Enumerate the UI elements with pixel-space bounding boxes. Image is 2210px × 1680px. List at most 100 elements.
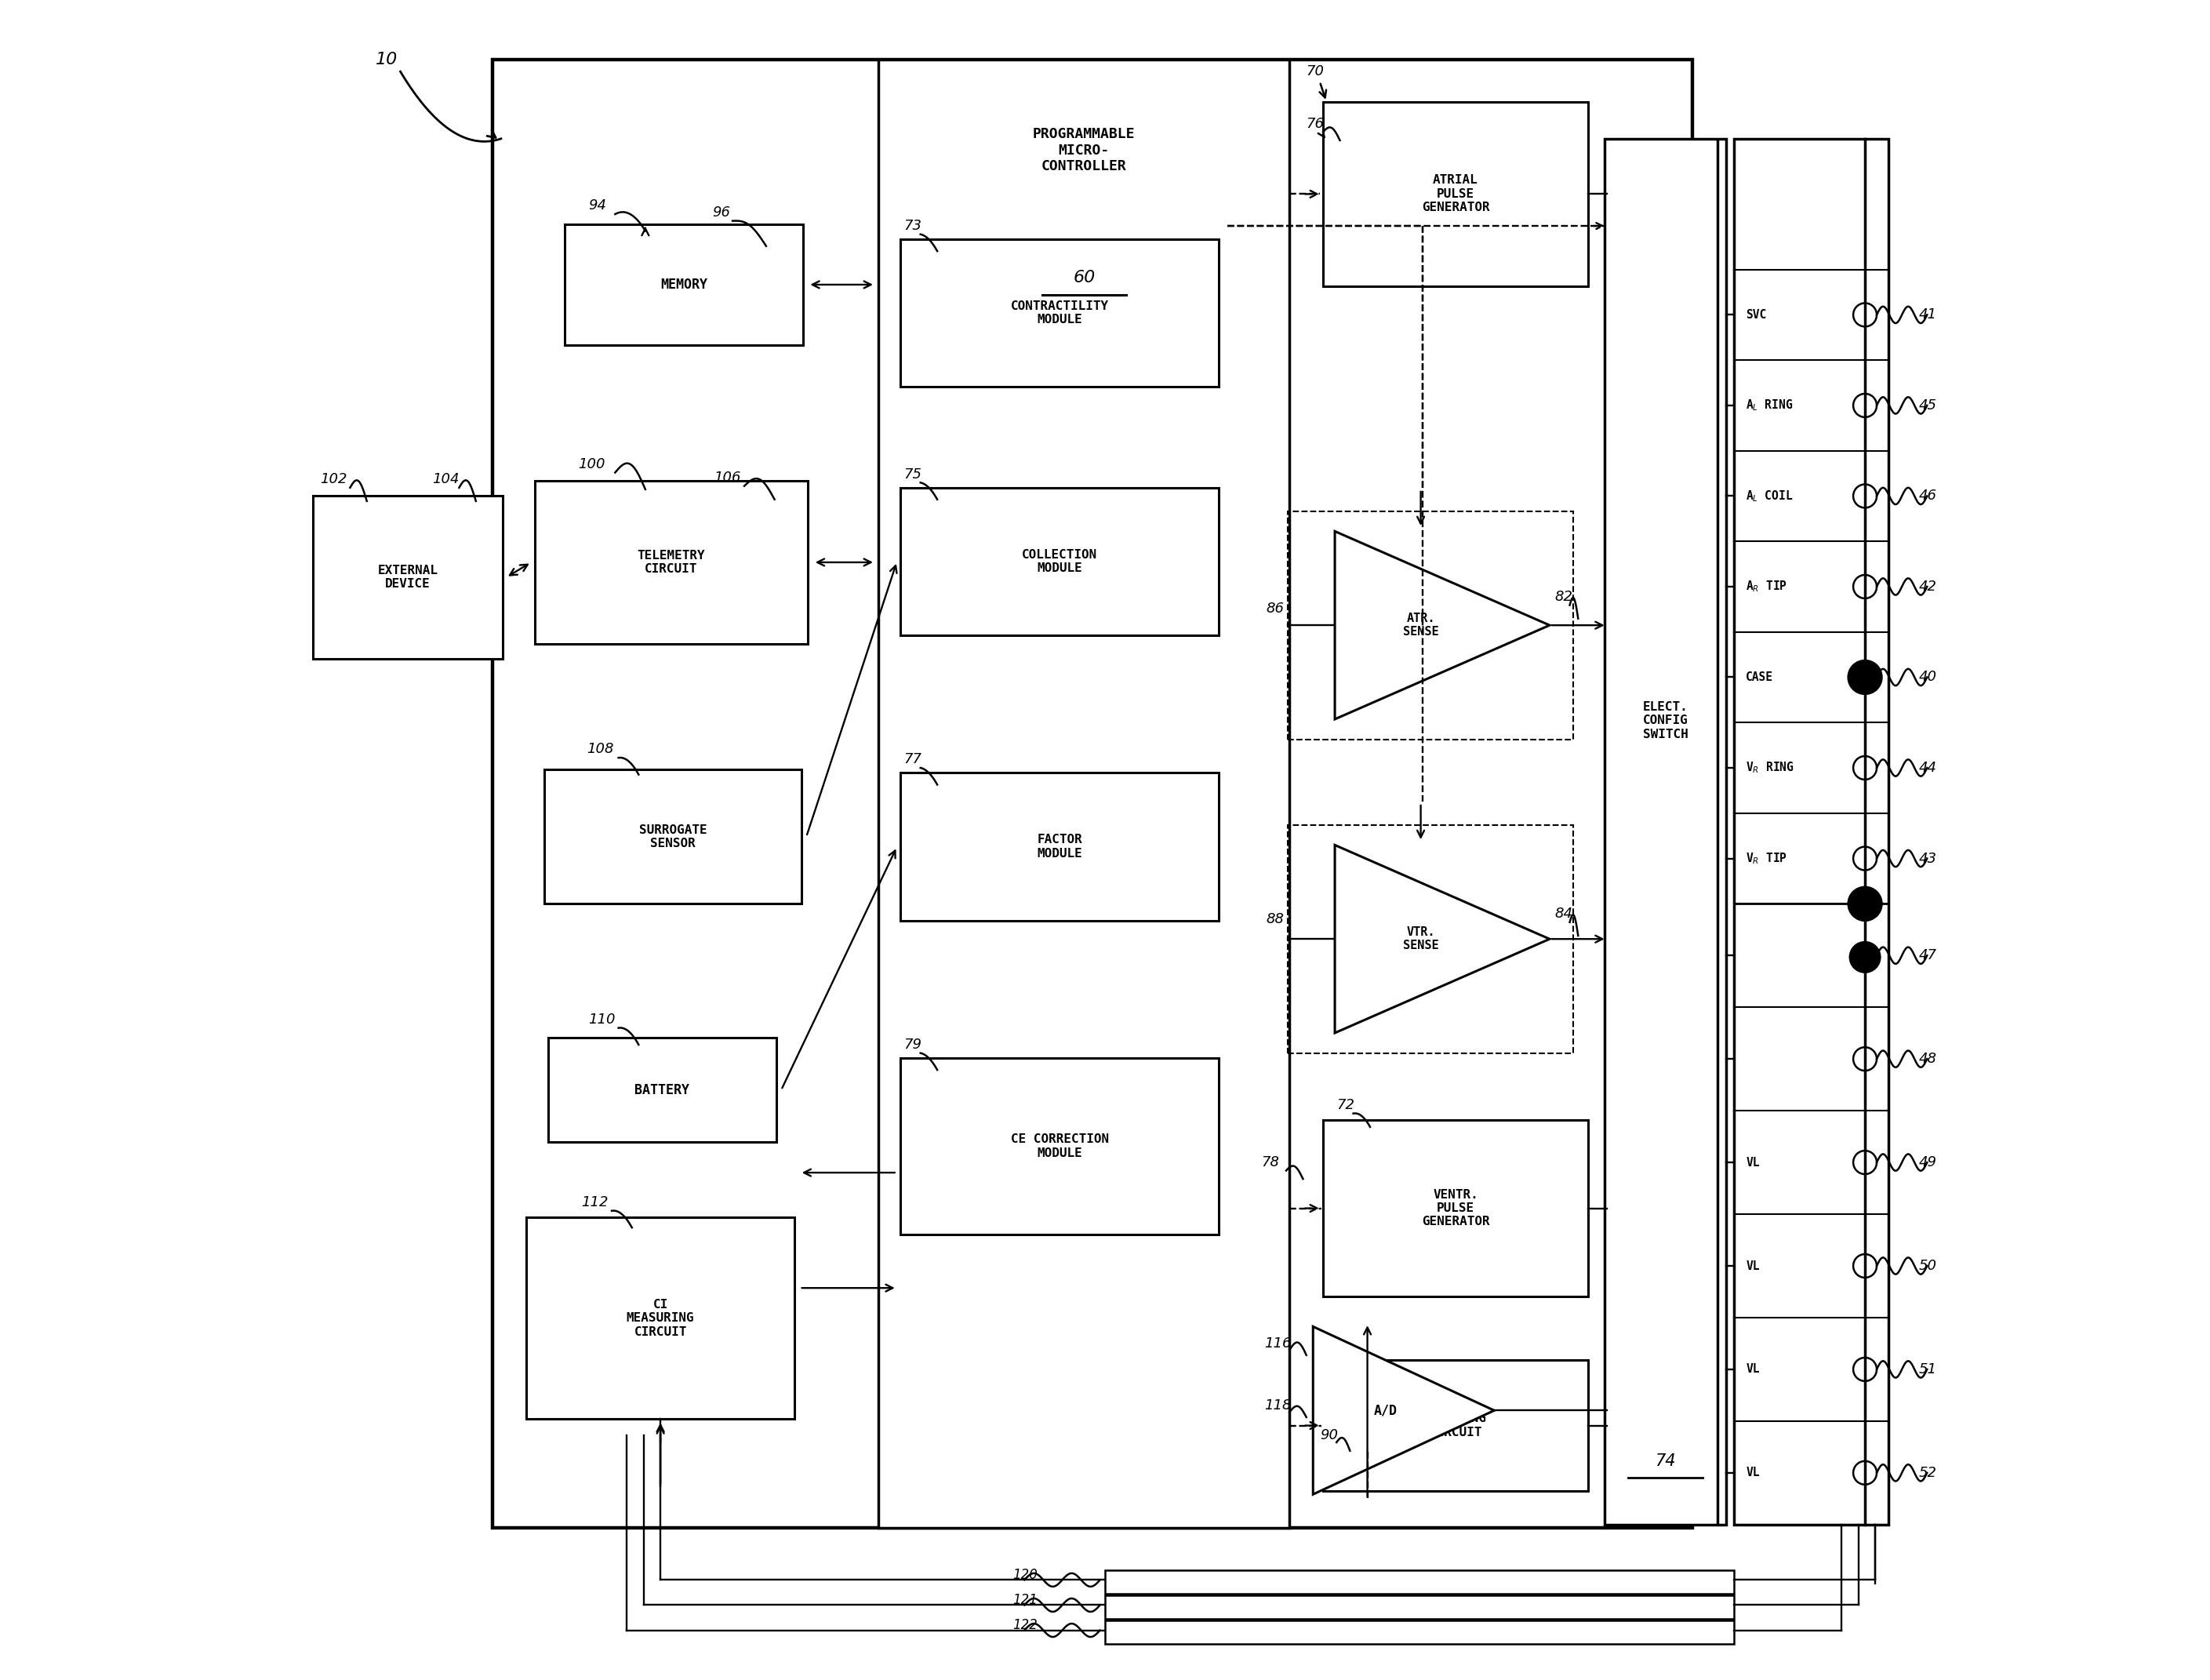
- Bar: [544, 769, 802, 904]
- Circle shape: [1850, 890, 1881, 921]
- Bar: [1288, 825, 1574, 1053]
- Text: 102: 102: [320, 472, 347, 486]
- Text: 51: 51: [1918, 1362, 1936, 1376]
- Text: 43: 43: [1918, 852, 1936, 865]
- Bar: [1324, 1121, 1589, 1297]
- Bar: [899, 487, 1220, 635]
- Text: 100: 100: [579, 457, 606, 470]
- Text: SHOCKING
CIRCUIT: SHOCKING CIRCUIT: [1425, 1413, 1485, 1438]
- Text: 77: 77: [904, 753, 922, 766]
- Text: 52: 52: [1918, 1465, 1936, 1480]
- Text: 86: 86: [1266, 601, 1284, 615]
- Text: 110: 110: [588, 1013, 614, 1026]
- Text: ELECT.
CONFIG
SWITCH: ELECT. CONFIG SWITCH: [1642, 701, 1688, 741]
- Text: 45: 45: [1918, 398, 1936, 413]
- Text: COLLECTION
MODULE: COLLECTION MODULE: [1021, 549, 1098, 575]
- Text: ATR.
SENSE: ATR. SENSE: [1403, 613, 1439, 638]
- Bar: [880, 60, 1291, 1527]
- Bar: [566, 223, 802, 344]
- Text: 41: 41: [1918, 307, 1936, 323]
- Text: A$_R$ TIP: A$_R$ TIP: [1746, 580, 1788, 595]
- Bar: [1735, 139, 1890, 1524]
- Text: 60: 60: [1072, 270, 1096, 286]
- Text: A$_L$ RING: A$_L$ RING: [1746, 398, 1792, 413]
- Text: 47: 47: [1918, 949, 1936, 963]
- Bar: [899, 773, 1220, 921]
- Text: 116: 116: [1264, 1336, 1291, 1351]
- Text: 79: 79: [904, 1038, 922, 1052]
- Text: V$_R$ RING: V$_R$ RING: [1746, 761, 1795, 774]
- Text: 84: 84: [1554, 907, 1574, 921]
- Bar: [1105, 1594, 1735, 1618]
- Text: CI
MEASURING
CIRCUIT: CI MEASURING CIRCUIT: [625, 1299, 694, 1337]
- Text: 90: 90: [1319, 1428, 1337, 1443]
- Text: 50: 50: [1918, 1258, 1936, 1273]
- Circle shape: [1850, 942, 1881, 973]
- Text: CE CORRECTION
MODULE: CE CORRECTION MODULE: [1010, 1134, 1109, 1159]
- Polygon shape: [1335, 845, 1549, 1033]
- Bar: [535, 480, 809, 643]
- Text: 96: 96: [712, 205, 732, 220]
- Bar: [548, 1038, 776, 1142]
- Text: SURROGATE
SENSOR: SURROGATE SENSOR: [639, 823, 707, 850]
- Text: 70: 70: [1306, 64, 1324, 79]
- Text: 73: 73: [904, 218, 922, 234]
- Bar: [1324, 102, 1589, 286]
- Text: A$_L$ COIL: A$_L$ COIL: [1746, 489, 1792, 504]
- Text: VL: VL: [1746, 1260, 1759, 1272]
- Text: 44: 44: [1918, 761, 1936, 774]
- Text: 104: 104: [433, 472, 460, 486]
- Bar: [1105, 1620, 1735, 1643]
- Circle shape: [1848, 887, 1881, 921]
- Polygon shape: [1313, 1327, 1494, 1494]
- Bar: [899, 1058, 1220, 1235]
- Text: PROGRAMMABLE
MICRO-
CONTROLLER: PROGRAMMABLE MICRO- CONTROLLER: [1032, 128, 1136, 173]
- Text: 108: 108: [586, 743, 614, 756]
- Text: 78: 78: [1262, 1156, 1280, 1169]
- Text: 48: 48: [1918, 1052, 1936, 1067]
- Text: 106: 106: [714, 470, 740, 484]
- Text: V$_R$ TIP: V$_R$ TIP: [1746, 852, 1788, 865]
- Text: EXTERNAL
DEVICE: EXTERNAL DEVICE: [378, 564, 438, 590]
- Bar: [1105, 1569, 1735, 1593]
- Text: 76: 76: [1306, 116, 1324, 131]
- Bar: [1604, 139, 1726, 1524]
- Text: MEMORY: MEMORY: [661, 277, 707, 292]
- Text: 88: 88: [1266, 912, 1284, 926]
- Text: SVC: SVC: [1746, 309, 1766, 321]
- Circle shape: [1848, 660, 1881, 694]
- Text: 40: 40: [1918, 670, 1936, 684]
- Bar: [493, 60, 1693, 1527]
- Text: 118: 118: [1264, 1398, 1291, 1413]
- Text: A/D: A/D: [1375, 1403, 1397, 1418]
- Text: BATTERY: BATTERY: [634, 1084, 690, 1097]
- Text: 42: 42: [1918, 580, 1936, 593]
- Text: VL: VL: [1746, 1364, 1759, 1376]
- Bar: [1324, 1361, 1589, 1490]
- Bar: [526, 1218, 796, 1420]
- Text: VTR.
SENSE: VTR. SENSE: [1403, 926, 1439, 951]
- Text: VENTR.
PULSE
GENERATOR: VENTR. PULSE GENERATOR: [1421, 1189, 1490, 1228]
- Polygon shape: [1335, 531, 1549, 719]
- Text: FACTOR
MODULE: FACTOR MODULE: [1036, 833, 1083, 860]
- Text: 122: 122: [1012, 1618, 1039, 1633]
- Text: VL: VL: [1746, 1156, 1759, 1168]
- Text: CASE: CASE: [1746, 672, 1772, 684]
- Text: 94: 94: [588, 198, 606, 213]
- Text: 112: 112: [581, 1196, 608, 1210]
- Text: 72: 72: [1337, 1099, 1355, 1112]
- Text: 46: 46: [1918, 489, 1936, 502]
- Text: VL: VL: [1746, 1467, 1759, 1478]
- Text: 10: 10: [376, 52, 398, 67]
- Text: TELEMETRY
CIRCUIT: TELEMETRY CIRCUIT: [636, 549, 705, 575]
- Text: CONTRACTILITY
MODULE: CONTRACTILITY MODULE: [1010, 301, 1109, 326]
- Text: 74: 74: [1655, 1453, 1675, 1468]
- Bar: [314, 496, 502, 659]
- Text: 82: 82: [1554, 590, 1574, 603]
- Bar: [1288, 511, 1574, 739]
- Text: 120: 120: [1012, 1567, 1039, 1583]
- Text: 49: 49: [1918, 1156, 1936, 1169]
- Text: 75: 75: [904, 467, 922, 480]
- Bar: [899, 239, 1220, 386]
- Text: ATRIAL
PULSE
GENERATOR: ATRIAL PULSE GENERATOR: [1421, 175, 1490, 213]
